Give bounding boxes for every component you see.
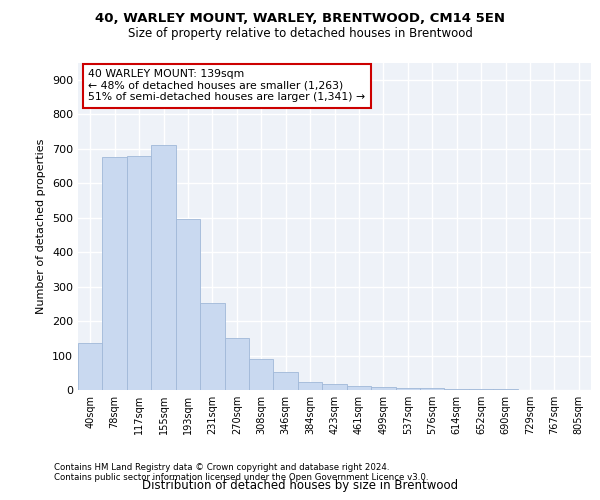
Bar xyxy=(347,386,371,390)
Bar xyxy=(200,303,224,390)
Bar xyxy=(274,372,298,390)
Bar xyxy=(176,220,200,390)
Bar xyxy=(249,359,274,390)
Text: Distribution of detached houses by size in Brentwood: Distribution of detached houses by size … xyxy=(142,480,458,492)
Bar xyxy=(151,145,176,390)
Bar xyxy=(395,388,420,390)
Bar xyxy=(224,338,249,390)
Text: Contains public sector information licensed under the Open Government Licence v3: Contains public sector information licen… xyxy=(54,474,428,482)
Text: 40 WARLEY MOUNT: 139sqm
← 48% of detached houses are smaller (1,263)
51% of semi: 40 WARLEY MOUNT: 139sqm ← 48% of detache… xyxy=(88,69,365,102)
Bar xyxy=(420,388,445,390)
Bar xyxy=(298,382,322,390)
Bar xyxy=(371,386,395,390)
Bar xyxy=(78,344,103,390)
Bar xyxy=(322,384,347,390)
Bar xyxy=(103,158,127,390)
Text: 40, WARLEY MOUNT, WARLEY, BRENTWOOD, CM14 5EN: 40, WARLEY MOUNT, WARLEY, BRENTWOOD, CM1… xyxy=(95,12,505,26)
Text: Contains HM Land Registry data © Crown copyright and database right 2024.: Contains HM Land Registry data © Crown c… xyxy=(54,464,389,472)
Text: Size of property relative to detached houses in Brentwood: Size of property relative to detached ho… xyxy=(128,28,472,40)
Bar xyxy=(445,389,469,390)
Bar xyxy=(127,156,151,390)
Y-axis label: Number of detached properties: Number of detached properties xyxy=(37,138,46,314)
